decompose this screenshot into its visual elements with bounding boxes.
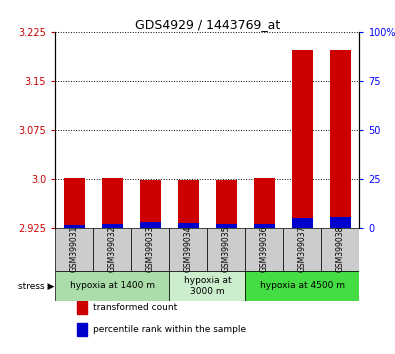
Text: GSM399035: GSM399035 [222,226,231,273]
Bar [64,225,85,228]
Bar [169,270,245,301]
Text: GSM399038: GSM399038 [336,226,345,273]
Bar [169,228,207,270]
Bar [77,301,87,314]
Bar [292,218,313,228]
Bar [330,217,351,228]
Bar [207,228,245,270]
Bar [102,178,123,228]
Bar [55,270,169,301]
Bar [140,222,161,228]
Bar [245,228,284,270]
Text: GSM399032: GSM399032 [108,226,117,273]
Bar [330,50,351,228]
Bar [93,228,131,270]
Bar [254,224,275,228]
Bar [292,50,313,228]
Bar [131,228,169,270]
Text: GSM399034: GSM399034 [184,226,193,273]
Text: GSM399037: GSM399037 [298,226,307,273]
Text: stress ▶: stress ▶ [18,281,55,291]
Text: hypoxia at 1400 m: hypoxia at 1400 m [70,281,155,291]
Bar [64,178,85,228]
Bar [140,179,161,228]
Text: hypoxia at
3000 m: hypoxia at 3000 m [184,276,231,296]
Text: GSM399031: GSM399031 [70,226,79,273]
Bar [245,270,359,301]
Bar [322,228,359,270]
Bar [55,228,93,270]
Bar [178,223,199,228]
Text: percentile rank within the sample: percentile rank within the sample [93,325,246,334]
Text: GSM399033: GSM399033 [146,226,155,273]
Title: GDS4929 / 1443769_at: GDS4929 / 1443769_at [135,18,280,31]
Text: transformed count: transformed count [93,303,178,312]
Bar [254,178,275,228]
Bar [178,179,199,228]
Bar [102,224,123,228]
Text: GSM399036: GSM399036 [260,226,269,273]
Bar [283,228,322,270]
Bar [216,224,237,228]
Text: hypoxia at 4500 m: hypoxia at 4500 m [260,281,345,291]
Bar [77,323,87,336]
Bar [216,179,237,228]
